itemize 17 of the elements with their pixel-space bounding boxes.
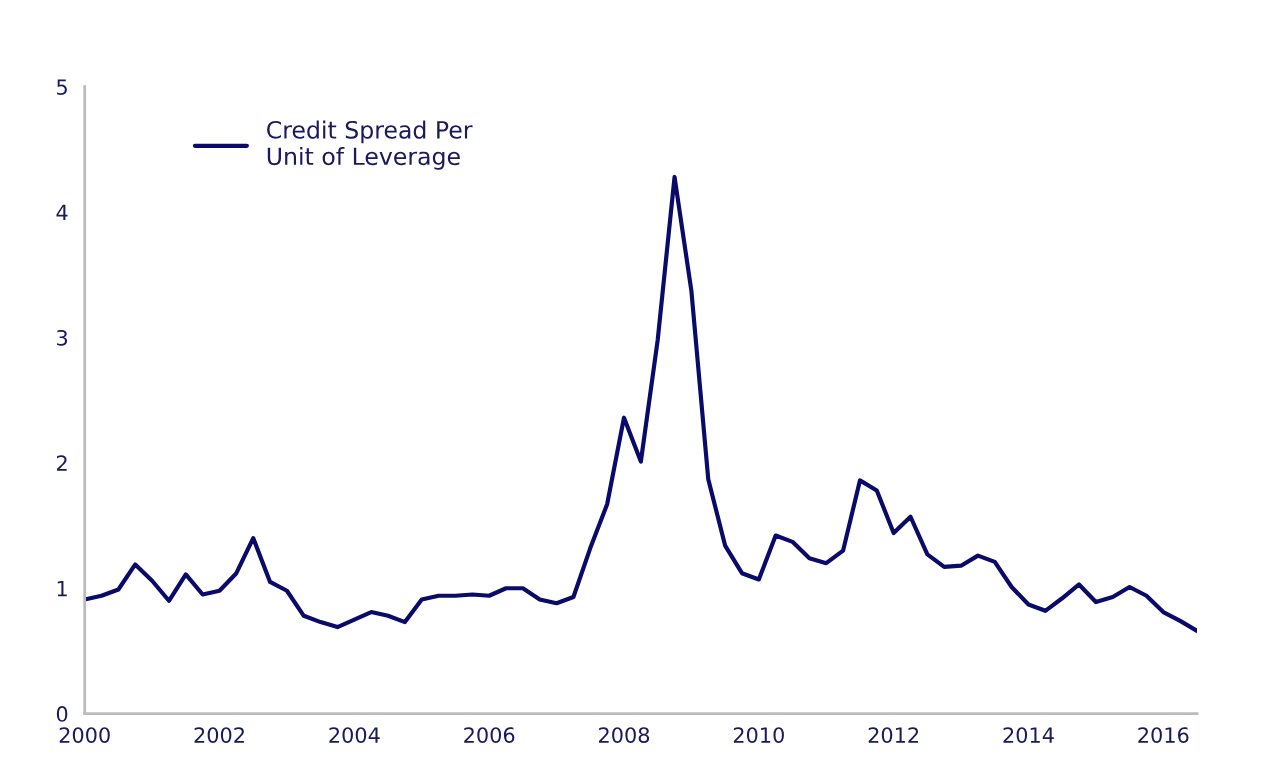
- x-tick-label: 2006: [464, 727, 515, 743]
- y-tick-label: 3: [57, 329, 68, 346]
- x-tick-label: 2014: [1003, 727, 1054, 743]
- y-tick-label: 2: [56, 455, 67, 471]
- y-tick-label: 4: [56, 204, 68, 220]
- x-tick-label: 2000: [59, 727, 110, 743]
- legend-label: Credit Spread Per Unit of Leverage: [267, 120, 473, 170]
- x-tick-label: 2012: [868, 727, 919, 743]
- y-tick-label: 5: [57, 79, 67, 95]
- x-tick-label: 2002: [194, 727, 244, 743]
- line-series: [84, 174, 1198, 633]
- x-tick-label: 2016: [1138, 727, 1189, 743]
- x-tick-label: 2010: [733, 727, 784, 743]
- x-tick-label: 2004: [329, 727, 380, 743]
- y-tick-label: 0: [56, 706, 68, 722]
- y-tick-label: 1: [57, 580, 67, 597]
- x-tick-label: 2008: [599, 727, 650, 743]
